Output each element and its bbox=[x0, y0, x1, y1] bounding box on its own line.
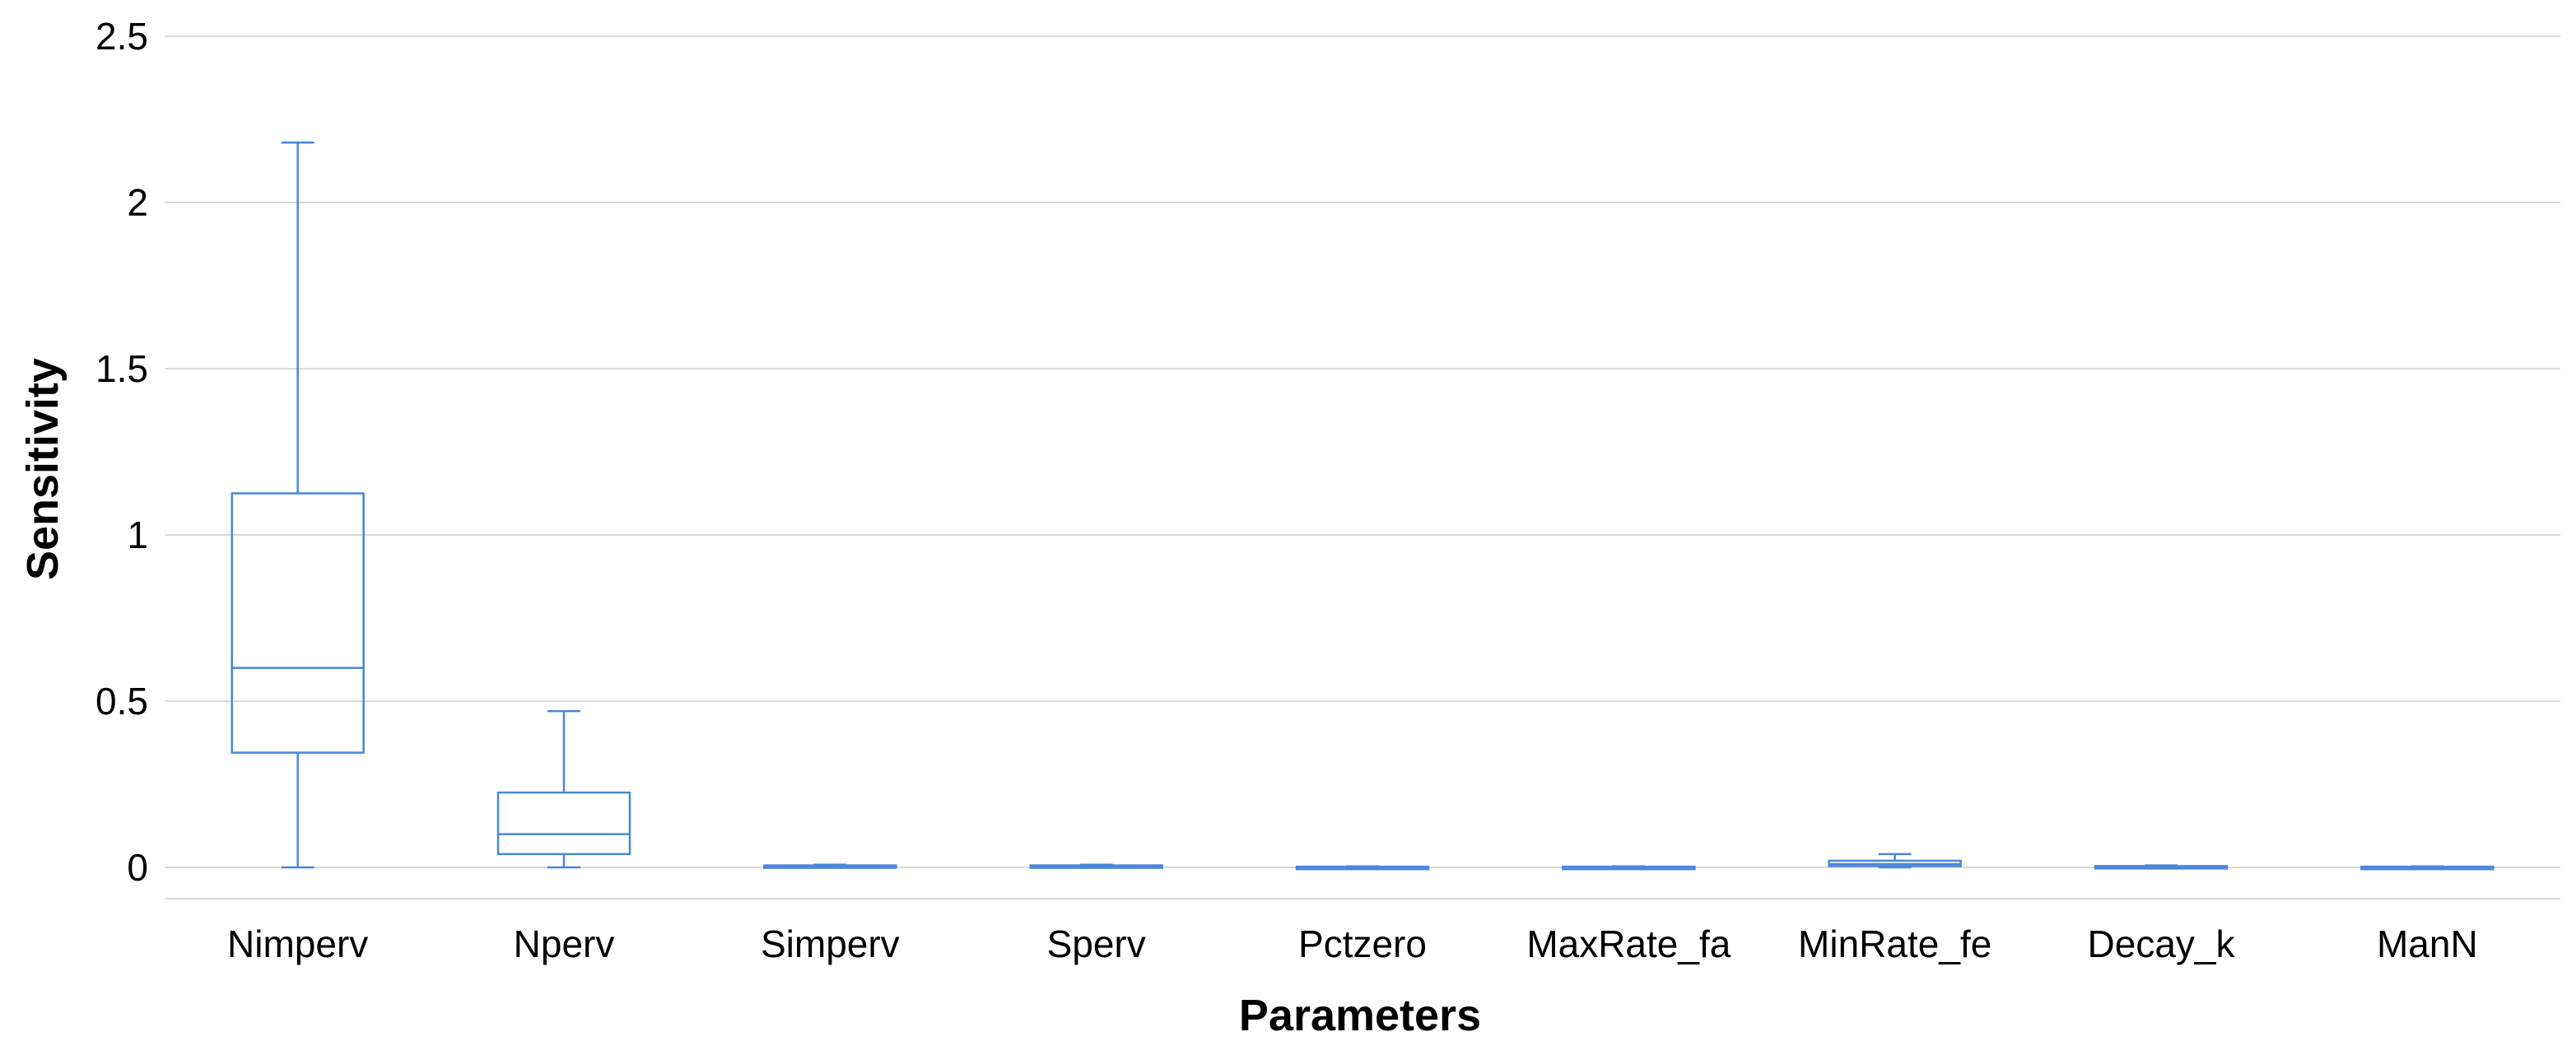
y-tick-label: 2 bbox=[127, 181, 148, 224]
box-minrate-fe bbox=[1828, 853, 1962, 869]
box-mann bbox=[2360, 865, 2494, 871]
box-sperv bbox=[1029, 863, 1163, 869]
gridlines bbox=[165, 35, 2560, 868]
x-tick-label: Pctzero bbox=[1298, 923, 1427, 965]
y-tick-label: 0 bbox=[127, 846, 148, 889]
box-nperv bbox=[496, 709, 631, 869]
y-tick-label: 0.5 bbox=[95, 680, 148, 723]
box-simperv bbox=[763, 863, 897, 869]
x-tick-labels: Nimperv Nperv Simperv Sperv Pctzero MaxRate_f… bbox=[227, 923, 2478, 965]
box-iqr bbox=[496, 791, 631, 856]
x-tick-label: Simperv bbox=[761, 923, 900, 965]
y-tick-label: 1 bbox=[127, 514, 148, 556]
y-tick-label: 1.5 bbox=[95, 347, 148, 390]
x-axis-title: Parameters bbox=[1239, 991, 1481, 1040]
x-tick-label: Nimperv bbox=[227, 923, 368, 965]
x-tick-label: ManN bbox=[2377, 923, 2478, 965]
x-tick-label: Decay_k bbox=[2088, 923, 2236, 965]
box-nimperv bbox=[231, 142, 365, 869]
box-maxrate-fa bbox=[1562, 865, 1696, 871]
box-pctzero bbox=[1295, 865, 1430, 871]
y-axis-title: Sensitivity bbox=[18, 358, 68, 580]
box-iqr bbox=[231, 492, 365, 754]
x-tick-label: Sperv bbox=[1047, 923, 1146, 965]
y-tick-labels: 0 0.5 1 1.5 2 2.5 bbox=[95, 15, 148, 889]
y-tick-label: 2.5 bbox=[95, 15, 148, 58]
x-tick-label: Nperv bbox=[514, 923, 615, 965]
x-tick-label: MinRate_fe bbox=[1798, 923, 1991, 965]
x-tick-label: MaxRate_fa bbox=[1526, 923, 1731, 965]
box-decay-k bbox=[2094, 864, 2229, 870]
boxes bbox=[231, 142, 2494, 871]
